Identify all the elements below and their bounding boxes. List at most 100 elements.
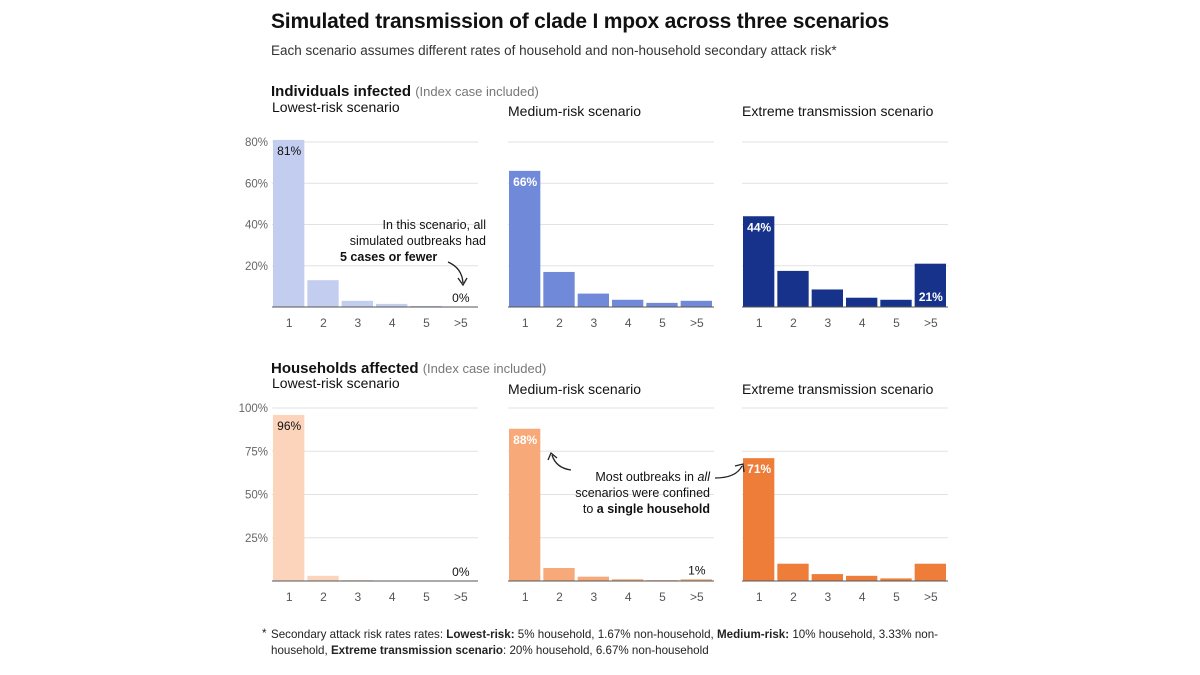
arrow-head <box>734 463 745 473</box>
bar <box>914 563 946 581</box>
bar <box>680 300 712 307</box>
x-tick-label: 4 <box>859 316 866 330</box>
bar <box>307 280 339 307</box>
bar <box>846 297 878 307</box>
footnote-text: Secondary attack risk rates rates: Lowes… <box>262 627 982 659</box>
x-tick-label: 1 <box>286 316 293 330</box>
section-title-text: Individuals infected <box>271 83 412 100</box>
x-tick-label: 5 <box>893 590 900 604</box>
data-label: 1% <box>688 563 706 577</box>
x-tick-label: 3 <box>590 316 597 330</box>
data-label: 0% <box>452 291 470 305</box>
x-tick-label: 3 <box>354 590 361 604</box>
bar <box>646 302 678 307</box>
bar <box>743 458 775 581</box>
bar <box>509 428 541 581</box>
panel-subtitle: Lowest-risk scenario <box>272 99 400 115</box>
section-note: (Index case included) <box>415 84 539 99</box>
annotation-arrow <box>551 454 572 471</box>
bar <box>410 305 442 307</box>
x-tick-label: 3 <box>354 316 361 330</box>
x-tick-label: 5 <box>659 590 666 604</box>
x-tick-label: 2 <box>790 590 797 604</box>
arrow-head <box>547 451 558 461</box>
panel-subtitle: Medium-risk scenario <box>508 103 641 119</box>
data-label: 0% <box>452 565 470 579</box>
bar <box>612 299 644 307</box>
section-title-individuals: Individuals infected (Index case include… <box>271 83 539 100</box>
x-tick-label: >5 <box>454 590 468 604</box>
y-tick-label: 20% <box>245 261 268 273</box>
data-label: 44% <box>747 220 771 234</box>
bar <box>376 303 408 307</box>
bar <box>509 170 541 307</box>
panel-subtitle: Lowest-risk scenario <box>272 375 400 391</box>
bar <box>880 299 912 307</box>
annotation-line: Most outbreaks in all <box>548 469 710 485</box>
footnote-star: * <box>262 627 267 640</box>
bar <box>273 139 305 307</box>
bar <box>543 271 575 307</box>
annotation-individuals: In this scenario, all simulated outbreak… <box>326 217 486 265</box>
x-tick-label: 5 <box>659 316 666 330</box>
panel-subtitle: Extreme transmission scenario <box>742 381 934 397</box>
footnote-bold: Medium-risk: <box>716 628 790 641</box>
annotation-emphasis: all <box>697 470 710 484</box>
x-tick-label: >5 <box>690 590 704 604</box>
y-tick-label: 40% <box>245 220 268 232</box>
chart-title: Simulated transmission of clade I mpox a… <box>271 10 890 33</box>
x-tick-label: 2 <box>320 590 327 604</box>
bar <box>811 574 843 581</box>
x-tick-label: 5 <box>423 316 430 330</box>
annotation-text: Most outbreaks in <box>595 470 698 484</box>
chart-subtitle: Each scenario assumes different rates of… <box>271 43 837 58</box>
x-tick-label: >5 <box>924 316 938 330</box>
bar <box>811 289 843 307</box>
x-tick-label: 1 <box>522 316 529 330</box>
x-tick-label: 1 <box>756 590 763 604</box>
footnote: * Secondary attack risk rates rates: Low… <box>262 627 982 659</box>
data-label: 88% <box>513 433 537 447</box>
annotation-line: 5 cases or fewer <box>326 249 486 265</box>
arrow-head <box>457 277 468 287</box>
annotation-line: to a single household <box>548 501 710 517</box>
annotation-line: simulated outbreaks had <box>349 234 486 248</box>
data-label: 96% <box>277 419 301 433</box>
footnote-bold: Extreme transmission scenario <box>330 644 504 657</box>
data-label: 66% <box>513 175 537 189</box>
panel-subtitle: Extreme transmission scenario <box>742 103 934 119</box>
annotation-line: In this scenario, all <box>382 218 486 232</box>
y-tick-label: 100% <box>239 403 268 415</box>
footnote-part: 5% household, 1.67% non-household, <box>514 628 717 641</box>
data-label: 81% <box>277 144 301 158</box>
bar <box>777 563 809 581</box>
x-tick-label: 5 <box>893 316 900 330</box>
bar <box>577 293 609 307</box>
section-title-text: Households affected <box>271 360 419 377</box>
x-tick-label: 4 <box>389 590 396 604</box>
annotation-bold: a single household <box>596 502 710 516</box>
x-tick-label: 1 <box>286 590 293 604</box>
footnote-part: : 20% household, 6.67% non-household <box>503 644 709 657</box>
y-tick-label: 25% <box>245 533 268 545</box>
data-label: 71% <box>747 462 771 476</box>
annotation-line: scenarios were confined <box>575 486 710 500</box>
section-title-households: Households affected (Index case included… <box>271 360 546 377</box>
bar <box>273 414 305 581</box>
bar <box>577 576 609 581</box>
annotation-arrow <box>714 465 743 479</box>
x-tick-label: 3 <box>590 590 597 604</box>
y-tick-label: 60% <box>245 178 268 190</box>
bar <box>743 216 775 307</box>
section-note: (Index case included) <box>422 361 547 376</box>
x-tick-label: 5 <box>423 590 430 604</box>
bar <box>307 575 339 581</box>
x-tick-label: 3 <box>824 316 831 330</box>
bar <box>846 575 878 581</box>
x-tick-label: 2 <box>320 316 327 330</box>
bar <box>777 270 809 307</box>
x-tick-label: 4 <box>625 316 632 330</box>
x-tick-label: 4 <box>389 316 396 330</box>
data-label: 10% <box>919 548 943 562</box>
